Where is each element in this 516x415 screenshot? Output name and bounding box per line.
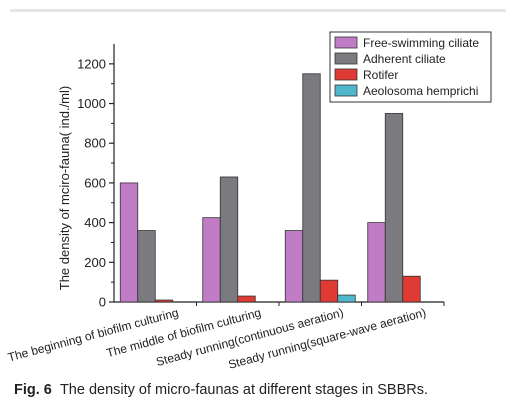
bar-chart: 0 200 400 600 800 1000 1200 The beginning of b… <box>6 31 492 372</box>
y-tick-label: 0 <box>99 295 106 310</box>
y-tick-label: 600 <box>84 175 106 190</box>
legend-swatch <box>334 68 358 81</box>
bar <box>319 279 339 303</box>
y-tick-label: 200 <box>84 255 106 270</box>
figure-number: Fig. 6 <box>14 382 52 398</box>
bar <box>384 113 404 303</box>
y-tick-label: 800 <box>84 136 106 151</box>
bar <box>137 230 156 303</box>
bar <box>219 176 239 303</box>
bars <box>119 73 421 303</box>
legend-swatch <box>334 52 358 65</box>
legend-label: Free-swimming ciliate <box>363 36 479 50</box>
legend-swatch <box>334 84 358 97</box>
bar <box>337 294 356 303</box>
y-axis-title: The density of mciro-fauna( ind./ml) <box>57 86 72 290</box>
bar <box>202 217 221 303</box>
y-axis: 0 200 400 600 800 1000 1200 <box>77 44 115 310</box>
top-rule <box>10 9 506 12</box>
bar <box>367 222 386 303</box>
y-tick-label: 1200 <box>77 56 106 71</box>
y-tick-label: 400 <box>84 215 106 230</box>
legend: Free-swimming ciliate Adherent ciliate Rot… <box>329 31 492 103</box>
legend-label: Rotifer <box>363 68 398 82</box>
legend-label: Adherent ciliate <box>363 52 446 66</box>
bar <box>302 73 321 303</box>
bar <box>284 230 304 303</box>
y-tick-label: 1000 <box>77 96 106 111</box>
bar <box>402 275 421 303</box>
bar <box>119 182 139 303</box>
figure-caption: Fig. 6 The density of micro-faunas at di… <box>14 382 428 398</box>
bar <box>237 295 256 303</box>
legend-label: Aeolosoma hemprichi <box>363 84 478 98</box>
legend-swatch <box>334 36 358 49</box>
bar <box>154 299 174 303</box>
caption-text: The density of micro-faunas at different… <box>59 382 428 398</box>
